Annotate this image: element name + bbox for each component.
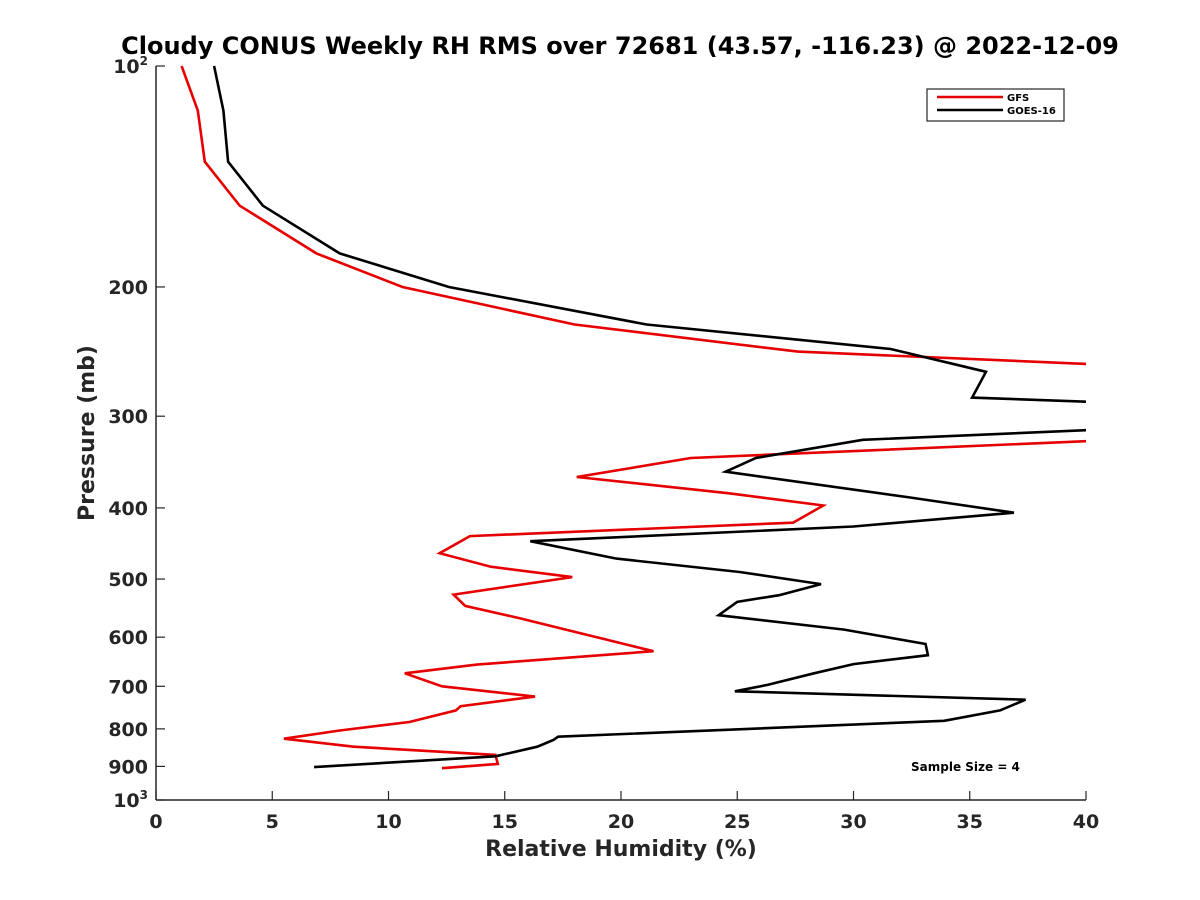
series-line-gfs	[180, 65, 1086, 770]
y-ticks: 102 200 300 400 500 600 700 800 900 103	[108, 54, 165, 812]
y-tick-label: 900	[108, 756, 148, 778]
plot-background	[156, 66, 1086, 800]
legend-box	[926, 88, 1065, 122]
x-tick-label: 35	[957, 811, 983, 833]
y-tick-label: 800	[108, 719, 148, 741]
x-axis-label: Relative Humidity (%)	[485, 837, 757, 862]
legend: GFS GOES-16	[926, 88, 1065, 122]
y-tick-label: 700	[108, 676, 148, 698]
y-tick-label: 102	[113, 54, 148, 78]
x-tick-label: 15	[492, 811, 518, 833]
y-tick-label: 103	[113, 788, 148, 812]
x-tick-label: 30	[840, 811, 866, 833]
legend-label-gfs: GFS	[1007, 93, 1029, 104]
x-ticks: 0 5 10 15 20 25 30 35 40	[149, 791, 1099, 833]
legend-label-goes16: GOES-16	[1007, 106, 1056, 117]
x-tick-label: 10	[375, 811, 401, 833]
series-line-goes16	[212, 65, 1086, 769]
y-axis-label: Pressure (mb)	[75, 345, 100, 521]
y-tick-label: 500	[108, 569, 148, 591]
chart-title: Cloudy CONUS Weekly RH RMS over 72681 (4…	[121, 32, 1119, 60]
x-tick-label: 5	[266, 811, 279, 833]
plot-area: 0 5 10 15 20 25 30 35 40 102 200 300 400 500 600 700 80…	[108, 54, 1099, 833]
y-tick-label: 600	[108, 627, 148, 649]
sample-size-annotation: Sample Size = 4	[911, 760, 1020, 774]
x-tick-label: 40	[1073, 811, 1099, 833]
x-tick-label: 25	[724, 811, 750, 833]
series-layer	[180, 65, 1086, 770]
x-tick-label: 20	[608, 811, 634, 833]
y-tick-label: 200	[108, 277, 148, 299]
y-tick-label: 300	[108, 406, 148, 428]
y-tick-label: 400	[108, 498, 148, 520]
x-tick-label: 0	[149, 811, 162, 833]
